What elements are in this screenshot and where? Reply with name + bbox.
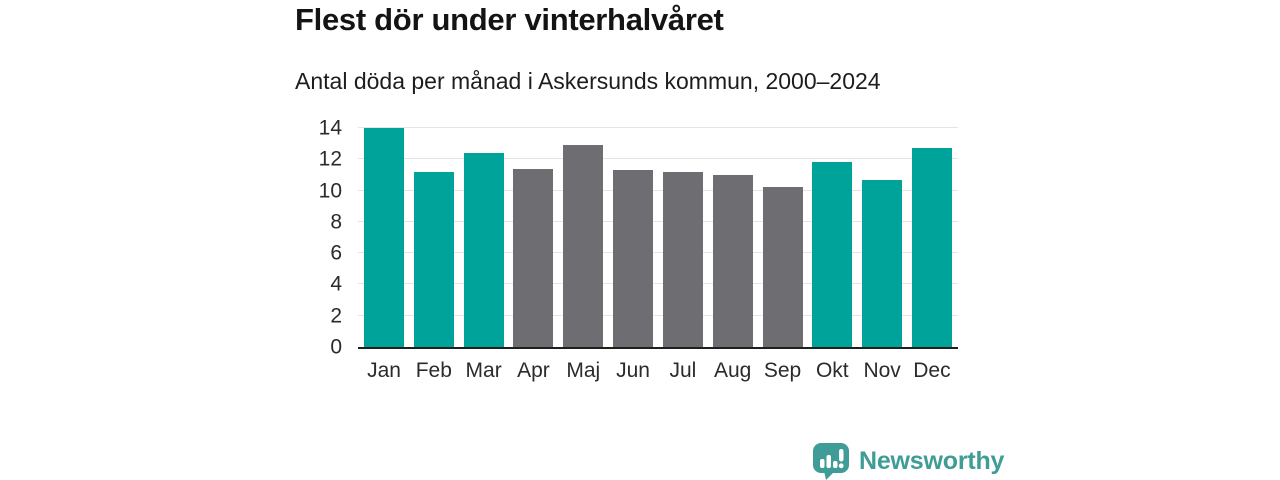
bar-aug [712,174,753,347]
x-tick-label-sep: Sep [763,359,802,382]
plot-area [358,127,958,349]
y-tick-label-10: 10 [318,179,342,203]
y-tick-label-4: 4 [330,272,342,296]
x-tick-label-aug: Aug [714,359,752,382]
x-tick-label-apr: Apr [517,359,550,382]
gridline-y10 [358,189,958,191]
bar-chart-speech-bubble-icon [813,443,849,480]
newsworthy-logo: Newsworthy [812,442,1004,480]
bar-dec [911,148,952,347]
gridline-y8 [358,220,958,222]
x-tick-label-nov: Nov [863,359,901,382]
gridline-y12 [358,158,958,160]
y-tick-label-8: 8 [330,210,342,234]
y-tick-label-14: 14 [318,116,342,140]
x-axis-line [358,347,958,349]
chart-title: Flest dör under vinterhalvåret [295,2,724,37]
newsworthy-logo-text: Newsworthy [859,446,1005,475]
y-axis-labels: 0 2 4 6 8 10 12 14 [285,118,342,358]
bar-jun [613,170,654,347]
x-tick-label-jul: Jul [669,359,697,382]
x-tick-label-feb: Feb [415,359,452,382]
bar-jan [364,128,404,347]
bar-feb [413,171,454,347]
x-tick-label-mar: Mar [465,359,502,382]
bar-sep [762,187,803,347]
x-tick-label-okt: Okt [815,359,849,382]
y-tick-label-2: 2 [330,304,342,328]
x-tick-label-dec: Dec [913,359,951,382]
x-tick-label-jun: Jun [616,359,650,382]
bar-nov [862,179,903,347]
bar-apr [513,168,554,347]
gridline-y14 [358,127,958,128]
gridline-y2 [358,314,958,316]
x-axis-labels: Jan Feb Mar Apr Maj Jun Jul Aug Sep Okt Nov Dec [358,359,958,383]
x-tick-label-maj: Maj [566,359,601,382]
bar-row [358,128,958,347]
chart-subtitle: Antal döda per månad i Askersunds kommun… [295,68,881,94]
bar-mar [463,153,504,347]
bar-okt [812,162,853,347]
gridline-y4 [358,283,958,285]
y-tick-label-12: 12 [318,147,342,171]
bar-maj [563,145,604,347]
y-tick-label-6: 6 [330,241,342,265]
y-tick-label-0: 0 [330,335,342,359]
gridline-y6 [358,252,958,254]
bar-jul [662,171,703,347]
x-tick-label-jan: Jan [367,359,401,382]
